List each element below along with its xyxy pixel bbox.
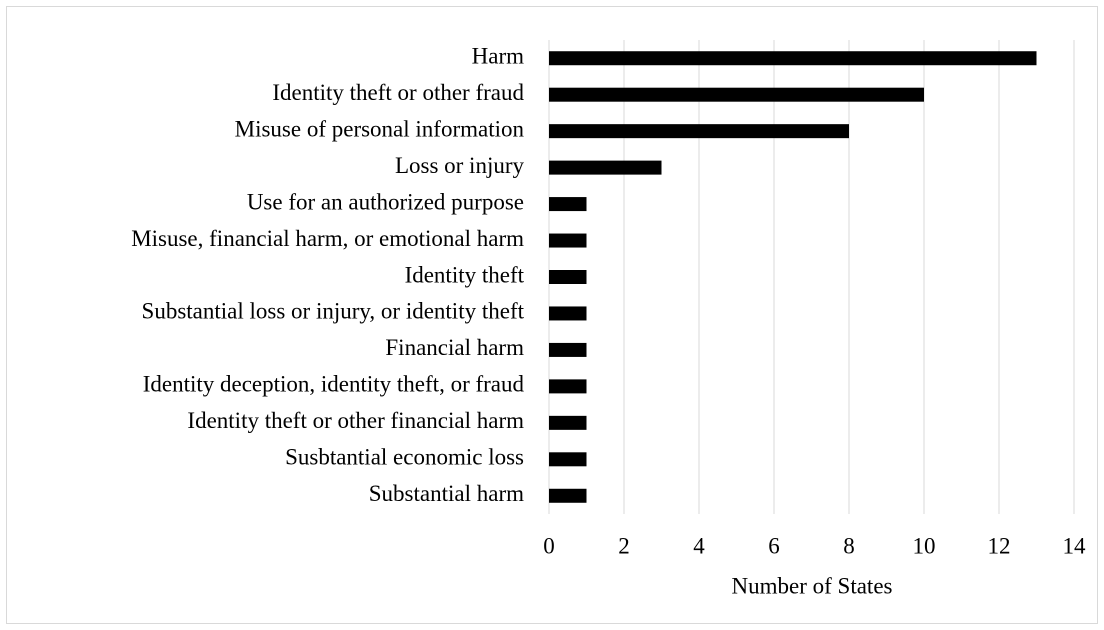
x-tick-label: 6 <box>768 533 780 558</box>
y-tick-label: Harm <box>472 44 524 69</box>
bar <box>549 87 924 102</box>
x-tick-label: 8 <box>843 533 855 558</box>
bar <box>549 124 849 139</box>
x-axis-label: Number of States <box>732 573 893 598</box>
y-tick-label: Identity theft <box>405 262 525 287</box>
bar <box>549 160 662 175</box>
bar <box>549 197 587 212</box>
y-tick-label: Susbtantial economic loss <box>285 445 524 470</box>
y-tick-label: Identity theft or other fraud <box>272 80 524 105</box>
bar <box>549 306 587 321</box>
bar <box>549 452 587 467</box>
bar <box>549 379 587 394</box>
y-tick-label: Use for an authorized purpose <box>247 189 524 214</box>
bar <box>549 233 587 248</box>
y-tick-label: Substantial harm <box>369 481 524 506</box>
y-tick-label: Financial harm <box>385 335 524 360</box>
bar <box>549 488 587 503</box>
x-tick-label: 12 <box>988 533 1011 558</box>
x-tick-label: 2 <box>618 533 630 558</box>
y-tick-label: Loss or injury <box>395 153 525 178</box>
y-tick-label: Misuse of personal information <box>235 116 525 141</box>
x-tick-label: 4 <box>693 533 705 558</box>
x-tick-label: 14 <box>1063 533 1087 558</box>
x-tick-label: 0 <box>543 533 555 558</box>
bar <box>549 415 587 430</box>
bar <box>549 342 587 357</box>
y-tick-label: Identity theft or other financial harm <box>187 408 524 433</box>
y-tick-label: Identity deception, identity theft, or f… <box>143 372 525 397</box>
y-tick-label: Substantial loss or injury, or identity … <box>142 299 525 324</box>
y-tick-label: Misuse, financial harm, or emotional har… <box>131 226 524 251</box>
bar <box>549 51 1037 66</box>
x-tick-label: 10 <box>913 533 936 558</box>
bar <box>549 270 587 284</box>
